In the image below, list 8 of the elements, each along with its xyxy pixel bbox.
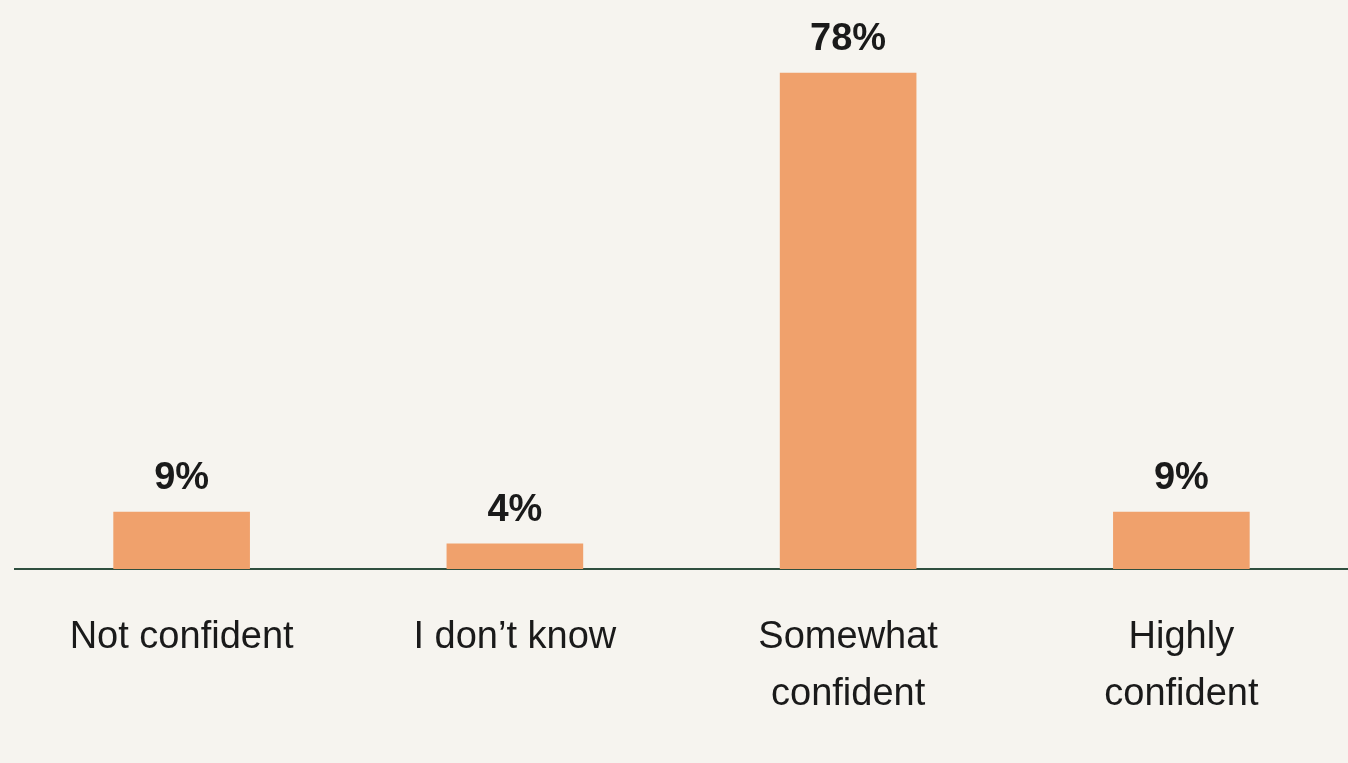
x-tick-label: Not confident xyxy=(69,613,295,656)
data-label: 78% xyxy=(810,16,887,59)
data-label: 9% xyxy=(154,455,210,498)
x-tick-label: Somewhat confident xyxy=(758,613,939,713)
x-tick-label: Highly confident xyxy=(1104,613,1259,713)
data-label: 4% xyxy=(487,487,543,530)
data-label: 9% xyxy=(1153,455,1209,498)
x-tick-label: I don’t know xyxy=(413,613,617,656)
